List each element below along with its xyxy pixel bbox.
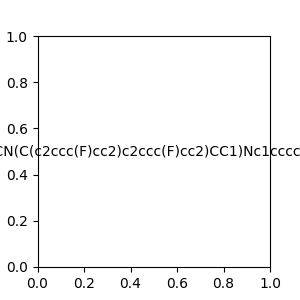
Text: O=C(CN1CCN(C(c2ccc(F)cc2)c2ccc(F)cc2)CC1)Nc1ccccc1Sc1ccccc1: O=C(CN1CCN(C(c2ccc(F)cc2)c2ccc(F)cc2)CC1… bbox=[0, 145, 300, 158]
